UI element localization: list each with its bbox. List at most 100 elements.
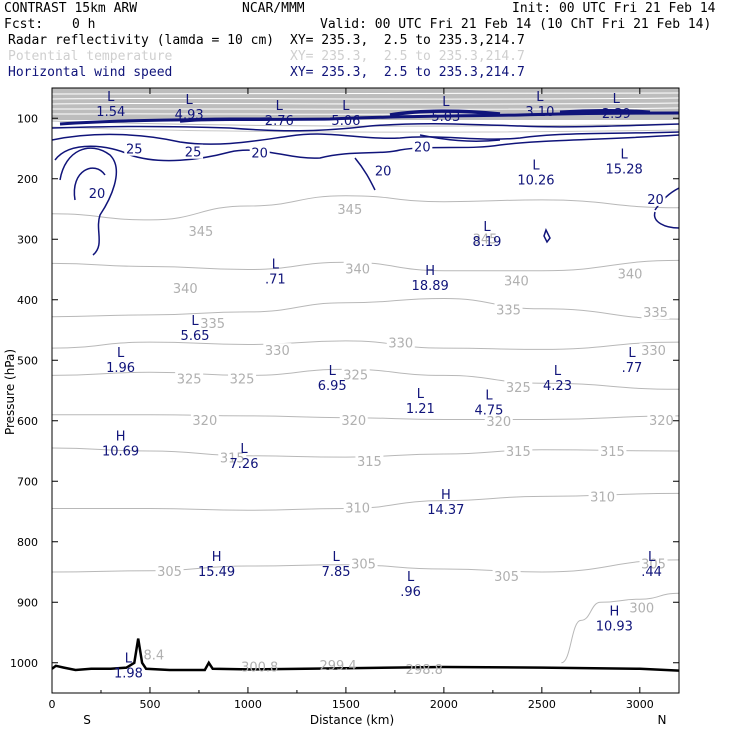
- valid-time: Valid: 00 UTC Fri 21 Feb 14 (10 ChT Fri …: [320, 17, 712, 32]
- x-tick-label: 1000: [234, 698, 262, 711]
- x-tick-label: 500: [139, 698, 160, 711]
- low-marker: L: [186, 93, 194, 108]
- y-tick-label: 600: [17, 415, 38, 428]
- y-tick-label: 400: [17, 294, 38, 307]
- low-marker: L: [442, 95, 450, 110]
- field-xy-reflectivity: XY= 235.3, 2.5 to 235.3,214.7: [290, 33, 525, 48]
- y-axis-label: Pressure (hPa): [3, 349, 17, 435]
- isentrope-345: [52, 195, 679, 221]
- low-marker: L: [536, 90, 544, 105]
- isentrope-label: 315: [357, 455, 382, 470]
- extremum-value: 7.85: [322, 565, 351, 580]
- isentrope-label: 320: [341, 414, 366, 429]
- wind-contour-label: 20: [414, 140, 431, 155]
- wind-contour-label: 25: [185, 146, 202, 161]
- low-marker: L: [485, 388, 493, 403]
- high-marker: H: [609, 604, 619, 619]
- isentrope-label: 330: [388, 336, 413, 351]
- low-marker: L: [648, 550, 656, 565]
- isentrope-label: 330: [265, 344, 290, 359]
- plot-frame: [51, 87, 680, 694]
- isentrope-label: 330: [641, 344, 666, 359]
- model-name: CONTRAST 15km ARW: [4, 1, 138, 16]
- isentrope-315: [52, 447, 679, 458]
- isentrope-label: 320: [192, 414, 217, 429]
- high-marker: H: [116, 430, 126, 445]
- organization: NCAR/MMM: [242, 1, 305, 16]
- isentrope-label: 340: [618, 267, 643, 282]
- extremum-value: .96: [400, 585, 421, 600]
- low-marker: L: [532, 158, 540, 173]
- isentrope-label: 345: [337, 203, 362, 218]
- forecast-hour: 0 h: [72, 17, 96, 32]
- low-marker: L: [276, 99, 284, 114]
- extremum-value: 2.76: [265, 114, 294, 129]
- field-name-theta: Potential temperature: [8, 49, 173, 64]
- x-tick-label: 1500: [332, 698, 360, 711]
- surface-theta-label: 299.4: [319, 659, 356, 674]
- low-marker: L: [117, 346, 125, 361]
- isentrope-label: 310: [590, 491, 615, 506]
- y-tick-label: 300: [17, 233, 38, 246]
- extremum-value: 3.10: [525, 105, 554, 120]
- high-marker: H: [425, 264, 435, 279]
- x-tick-label: 0: [49, 698, 56, 711]
- wind-contour-label: 20: [647, 193, 664, 208]
- wind-contour-label: 25: [126, 143, 143, 158]
- isentrope-label: 325: [506, 381, 531, 396]
- surface-theta-label: 298.8: [406, 663, 443, 678]
- y-tick-label: 700: [17, 475, 38, 488]
- extremum-value: 2.39: [602, 107, 631, 122]
- isentrope-label: 345: [188, 225, 213, 240]
- y-tick-label: 800: [17, 536, 38, 549]
- field-name-wind: Horizontal wind speed: [8, 65, 173, 80]
- wind-contour-label: 20: [89, 187, 106, 202]
- extremum-value: 14.37: [427, 503, 464, 518]
- isentrope-label: 305: [494, 570, 519, 585]
- extremum-value: 7.26: [230, 457, 259, 472]
- x-tick-label: 2500: [528, 698, 556, 711]
- surface-theta-label: 300.8: [241, 661, 278, 676]
- isentrope-label: 315: [220, 451, 245, 466]
- extremum-value: 4.93: [175, 108, 204, 123]
- south-end-label: S: [83, 713, 91, 727]
- low-marker: L: [342, 99, 350, 114]
- x-axis-label: Distance (km): [310, 713, 394, 727]
- extremum-value: 4.23: [543, 379, 572, 394]
- y-tick-label: 100: [17, 112, 38, 125]
- extremum-value: 5.06: [331, 114, 360, 129]
- extremum-value: 10.93: [596, 619, 633, 634]
- isentrope-330: [52, 340, 679, 350]
- low-marker: L: [613, 92, 621, 107]
- low-marker: L: [332, 550, 340, 565]
- extremum-value: 10.26: [517, 173, 554, 188]
- field-xy-wind: XY= 235.3, 2.5 to 235.3,214.7: [290, 65, 525, 80]
- init-time: Init: 00 UTC Fri 21 Feb 14: [512, 1, 716, 16]
- extremum-value: 1.98: [114, 667, 143, 682]
- low-marker: L: [125, 652, 133, 667]
- extremum-value: .77: [622, 361, 643, 376]
- isentrope-label: 340: [504, 275, 529, 290]
- extremum-value: .44: [641, 565, 662, 580]
- high-marker: H: [441, 488, 451, 503]
- extremum-value: 1.96: [106, 361, 135, 376]
- isentrope-label: 335: [200, 317, 225, 332]
- plot-area: [52, 88, 679, 693]
- y-tick-label: 500: [17, 354, 38, 367]
- high-marker: H: [212, 550, 222, 565]
- isentrope-label: 340: [345, 263, 370, 278]
- low-marker: L: [483, 220, 491, 235]
- isentrope-335: [52, 297, 679, 320]
- extremum-value: 5.65: [181, 329, 210, 344]
- low-marker: L: [272, 258, 280, 273]
- isentrope-label: 315: [506, 445, 531, 460]
- isentrope-label: 300: [629, 601, 654, 616]
- isentrope-label: 325: [343, 368, 368, 383]
- extremum-value: .71: [265, 273, 286, 288]
- extremum-value: 6.95: [318, 379, 347, 394]
- extremum-value: 10.69: [102, 445, 139, 460]
- wind-speed-contours: [52, 109, 679, 256]
- isentrope-label: 340: [173, 282, 198, 297]
- extremum-value: 4.75: [474, 403, 503, 418]
- isentrope-label: 325: [177, 373, 202, 388]
